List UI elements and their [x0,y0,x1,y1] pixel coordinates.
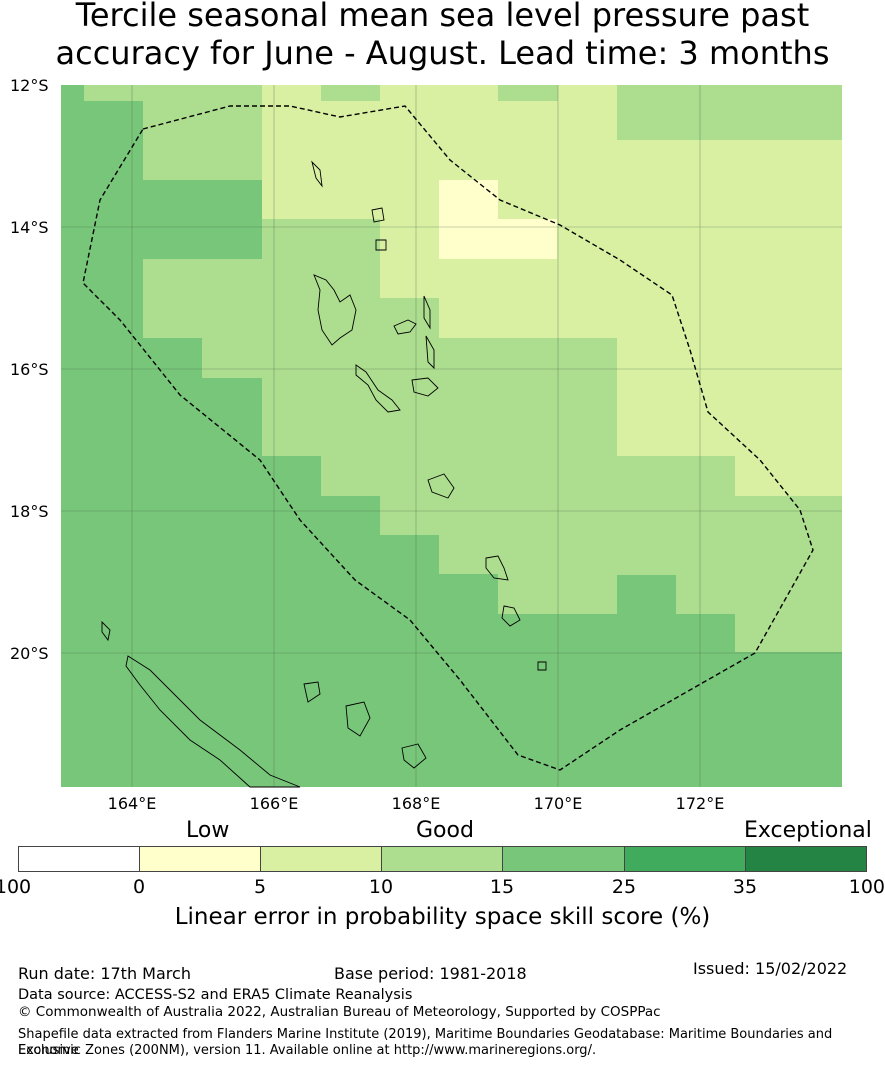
legend-category-good: Good [416,818,474,843]
coastlines [101,160,547,788]
lon-label-164e: 164°E [107,794,157,813]
eez-boundary [82,105,814,771]
lat-label-18s: 18°S [10,502,49,521]
colorbar-tick: 25 [611,876,637,898]
colorbar-swatch-5-10 [260,846,382,872]
title-line-1: Tercile seasonal mean sea level pressure… [75,0,810,34]
lat-label-14s: 14°S [10,218,49,237]
colorbar-title: Linear error in probability space skill … [174,904,711,930]
colorbar-swatch-10-15 [381,846,503,872]
colorbar-tick: 35 [732,876,758,898]
title-line-2: accuracy for June - August. Lead time: 3… [55,34,830,72]
colorbar-swatch-0-5 [139,846,261,872]
lon-label-166e: 166°E [249,794,299,813]
base-period: Base period: 1981-2018 [334,964,527,983]
data-source: Data source: ACCESS-S2 and ERA5 Climate … [18,987,413,1003]
colorbar-tick: 10 [368,876,394,898]
colorbar-swatch-35-100 [745,846,867,872]
colorbar-tick: 0 [132,876,146,898]
run-date: Run date: 17th March [18,964,191,983]
lon-label-170e: 170°E [533,794,583,813]
skill-zone-0-5 [439,180,498,259]
legend-category-low: Low [186,818,230,843]
legend-category-exceptional: Exceptional [744,818,872,843]
issued-date: Issued: 15/02/2022 [693,959,848,978]
map-panel: 12°S 14°S 16°S 18°S 20°S 164°E 166°E 168… [10,76,842,813]
lat-label-16s: 16°S [10,360,49,379]
colorbar-tick: 15 [489,876,515,898]
lat-label-20s: 20°S [10,644,49,663]
shapefile-credit-line-2: Economic Zones (200NM), version 11. Avai… [18,1043,597,1058]
graticule [61,85,842,787]
copyright: © Commonwealth of Australia 2022, Austra… [18,1004,661,1020]
colorbar-swatch-15-25 [502,846,625,872]
colorbar-swatch-25-35 [624,846,746,872]
lat-label-12s: 12°S [10,76,49,95]
colorbar-swatch-neg100-0 [18,846,140,872]
colorbar-tick: 5 [253,876,267,898]
skill-map [61,85,842,788]
colorbar-tick: 100 [848,876,885,898]
lon-label-168e: 168°E [391,794,441,813]
map-title: Tercile seasonal mean sea level pressure… [0,0,885,72]
lon-label-172e: 172°E [675,794,725,813]
shapefile-credit-line-1: Shapefile data extracted from Flanders M… [18,1027,833,1058]
skill-zone-5-10 [262,85,842,496]
colorbar-tick: -100 [0,876,32,898]
